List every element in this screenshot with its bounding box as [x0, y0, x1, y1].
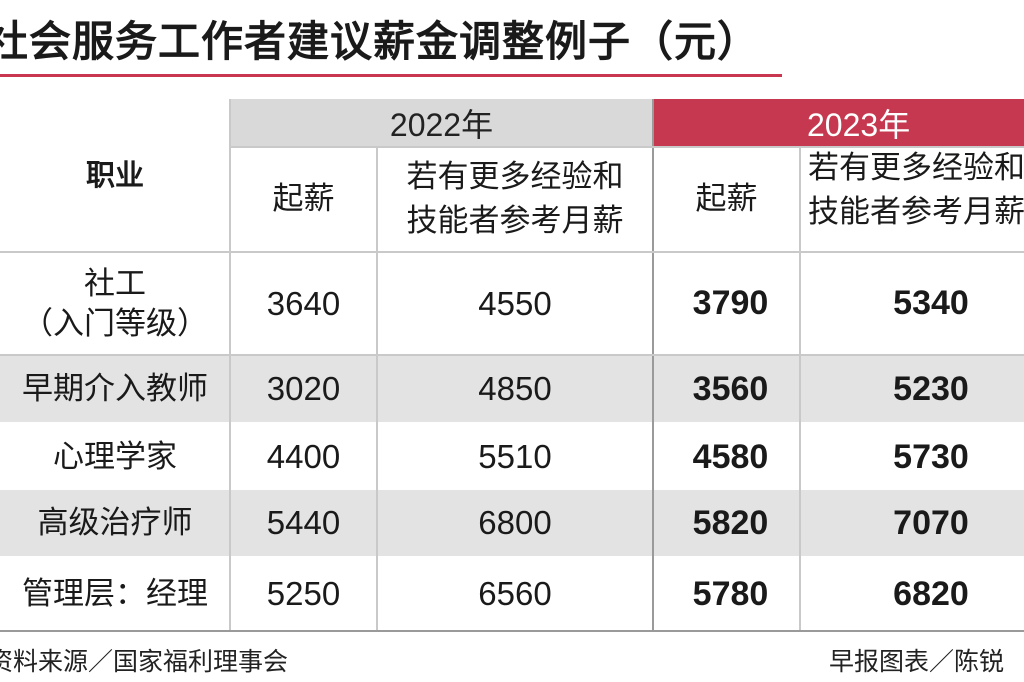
exp-2023-cell: 7070 — [893, 503, 969, 542]
column-divider — [376, 146, 378, 631]
job-sublabel: （入门等级） — [22, 305, 208, 342]
exp-2022-cell: 5510 — [478, 438, 552, 475]
job-cell: 高级治疗师 — [37, 505, 193, 541]
source-note: 资料来源／国家福利理事会 — [0, 647, 289, 676]
column-header-job: 职业 — [85, 158, 144, 192]
start-2023-cell: 3560 — [692, 369, 769, 408]
year-header-2023: 2023年 — [653, 99, 1024, 146]
start-2023-cell: 3790 — [692, 284, 769, 322]
exp-2022-cell: 6560 — [478, 575, 552, 612]
start-2022-cell: 5440 — [266, 504, 341, 541]
column-header-exp-2022-line1: 若有更多经验和 — [406, 158, 624, 195]
table-row: 心理学家 4400 5510 4580 5730 — [0, 424, 1024, 490]
title-underline — [0, 74, 782, 77]
column-header-exp-2022: 若有更多经验和 技能者参考月薪 — [377, 146, 653, 251]
job-cell: 社工 （入门等级） — [0, 253, 230, 354]
start-2022-cell: 3020 — [266, 370, 341, 407]
start-2023-cell: 4580 — [692, 437, 769, 476]
exp-2023-cell: 5230 — [893, 369, 969, 408]
column-divider — [229, 99, 231, 631]
table-row: 管理层：经理 5250 6560 5780 6820 — [0, 558, 1024, 630]
credit-note: 早报图表／陈锐 — [829, 647, 1005, 676]
exp-2023-cell: 5730 — [893, 437, 969, 476]
column-divider — [799, 146, 801, 631]
exp-2022-cell: 4850 — [478, 370, 552, 407]
table-row: 早期介入教师 3020 4850 3560 5230 — [0, 356, 1024, 422]
column-header-exp-2023-line2: 技能者参考月薪 — [808, 194, 1024, 230]
start-2022-cell: 4400 — [266, 438, 341, 475]
row-divider — [0, 251, 1024, 253]
column-divider — [652, 99, 654, 631]
column-header-start-2022: 起薪 — [272, 180, 335, 217]
table-title: 社会服务工作者建议薪金调整例子（元） — [0, 17, 761, 66]
table-row: 社工 （入门等级） 3640 4550 3790 5340 — [0, 253, 1024, 354]
job-cell: 管理层：经理 — [22, 576, 208, 612]
start-2022-cell: 3640 — [266, 284, 341, 322]
start-2023-cell: 5820 — [692, 503, 769, 542]
row-divider — [230, 146, 1024, 148]
start-2023-cell: 5780 — [692, 574, 769, 613]
table-row: 高级治疗师 5440 6800 5820 7070 — [0, 490, 1024, 556]
exp-2023-cell: 5340 — [893, 284, 969, 322]
year-header-2022: 2022年 — [230, 99, 653, 146]
table-bottom-border — [0, 630, 1024, 632]
column-header-start-2023: 起薪 — [695, 180, 758, 217]
job-cell: 心理学家 — [53, 439, 177, 475]
column-header-exp-2023: 若有更多经验和 技能者参考月薪 — [808, 146, 1024, 251]
column-header-exp-2022-line2: 技能者参考月薪 — [406, 202, 624, 239]
column-header-exp-2023-line1: 若有更多经验和 — [808, 150, 1024, 186]
exp-2022-cell: 6800 — [478, 504, 552, 541]
exp-2022-cell: 4550 — [478, 284, 552, 322]
exp-2023-cell: 6820 — [893, 574, 969, 613]
start-2022-cell: 5250 — [266, 575, 341, 612]
row-divider — [0, 354, 1024, 356]
job-label: 社工 — [84, 265, 146, 302]
job-cell: 早期介入教师 — [22, 371, 208, 407]
